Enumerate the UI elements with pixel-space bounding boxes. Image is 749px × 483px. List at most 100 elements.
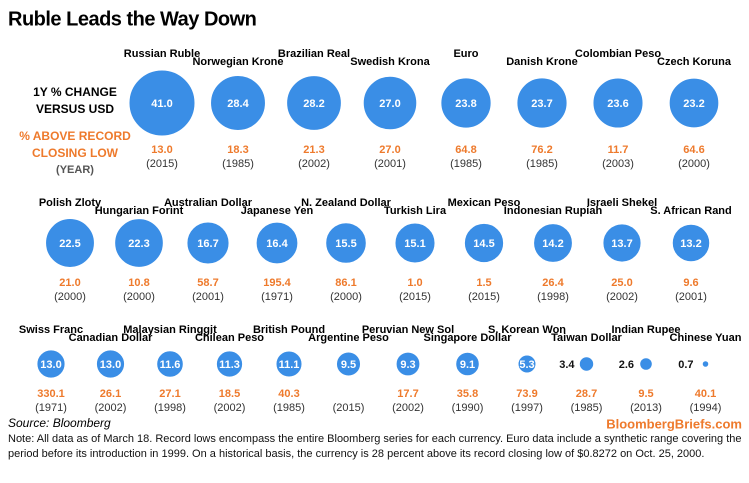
currency-name: Chinese Yuan bbox=[670, 332, 742, 344]
currency-name: S. African Rand bbox=[650, 205, 732, 217]
year-label: (2002) bbox=[298, 158, 330, 170]
bubble-label: 22.5 bbox=[59, 238, 80, 250]
year-label: (1994) bbox=[690, 402, 722, 414]
legend-size: 1Y % CHANGE VERSUS USD bbox=[33, 85, 117, 116]
bubble-label: 13.0 bbox=[40, 359, 61, 371]
bubble bbox=[701, 360, 710, 368]
record-label: 35.8 bbox=[457, 388, 478, 400]
bubble-label: 16.7 bbox=[197, 238, 218, 250]
bubble bbox=[45, 218, 95, 268]
record-label: 27.0 bbox=[379, 144, 400, 156]
year-label: (1985) bbox=[222, 158, 254, 170]
record-label: 26.4 bbox=[542, 277, 564, 289]
currency-name: Polish Zloty bbox=[39, 197, 102, 209]
year-label: (1971) bbox=[35, 402, 67, 414]
bubble bbox=[463, 222, 505, 264]
bubble-label: 0.7 bbox=[678, 359, 693, 371]
bubble-label: 15.5 bbox=[335, 238, 356, 250]
year-legend: (YEAR) bbox=[56, 164, 94, 176]
year-label: (2000) bbox=[54, 291, 86, 303]
brand: BloombergBriefs.com bbox=[606, 416, 742, 431]
year-label: (2015) bbox=[468, 291, 500, 303]
record-label: 27.1 bbox=[159, 388, 180, 400]
bubble-label: 22.3 bbox=[128, 238, 149, 250]
currency-name: Swedish Krona bbox=[350, 56, 430, 68]
note: Note: All data as of March 18. Record lo… bbox=[8, 433, 742, 460]
currency-name: British Pound bbox=[253, 324, 325, 336]
record-label: 1.5 bbox=[476, 277, 491, 289]
source: Source: Bloomberg bbox=[8, 416, 111, 430]
year-label: (2015) bbox=[146, 158, 178, 170]
record-label: 76.2 bbox=[531, 144, 552, 156]
year-label: (2000) bbox=[123, 291, 155, 303]
currency-name: Euro bbox=[453, 48, 478, 60]
year-label: (2002) bbox=[214, 402, 246, 414]
bubble-label: 28.2 bbox=[303, 98, 324, 110]
bubble-label: 9.5 bbox=[341, 359, 356, 371]
record-label: 10.8 bbox=[128, 277, 149, 289]
currency-name: Czech Koruna bbox=[657, 56, 732, 68]
record-label: 18.5 bbox=[219, 388, 240, 400]
record-label: 40.3 bbox=[278, 388, 299, 400]
currency-name: Singapore Dollar bbox=[423, 332, 512, 344]
bubble-label: 23.8 bbox=[455, 98, 476, 110]
currency-name: Peruvian New Sol bbox=[362, 324, 454, 336]
bubble-label: 9.3 bbox=[400, 359, 415, 371]
year-label: (1998) bbox=[154, 402, 186, 414]
chart-title: Ruble Leads the Way Down bbox=[8, 8, 256, 30]
year-label: (2000) bbox=[330, 291, 362, 303]
bubble bbox=[516, 77, 568, 129]
bubble bbox=[668, 77, 720, 129]
bubble-label: 2.6 bbox=[619, 359, 634, 371]
year-label: (1990) bbox=[452, 402, 484, 414]
record-label: 9.6 bbox=[683, 277, 698, 289]
record-label: 11.7 bbox=[608, 144, 629, 156]
currency-name: Argentine Peso bbox=[308, 332, 389, 344]
bubble-label: 14.2 bbox=[542, 238, 563, 250]
bubble bbox=[335, 351, 362, 377]
year-label: (2001) bbox=[374, 158, 406, 170]
currency-name: Canadian Dollar bbox=[69, 332, 153, 344]
currency-name: Turkish Lira bbox=[384, 205, 447, 217]
currency-name: Indian Rupee bbox=[611, 324, 680, 336]
currency-name: Danish Krone bbox=[506, 56, 578, 68]
bubble bbox=[602, 223, 642, 263]
year-label: (1971) bbox=[261, 291, 293, 303]
currency-name: Hungarian Forint bbox=[95, 205, 184, 217]
currency-name: Chilean Peso bbox=[195, 332, 264, 344]
record-label: 26.1 bbox=[100, 388, 121, 400]
bubble bbox=[394, 222, 436, 264]
record-label: 330.1 bbox=[37, 388, 65, 400]
bubble-label: 27.0 bbox=[379, 98, 400, 110]
record-label: 21.0 bbox=[59, 277, 80, 289]
bubble bbox=[156, 350, 184, 378]
record-label: 40.1 bbox=[695, 388, 716, 400]
bubble-label: 11.6 bbox=[160, 359, 181, 371]
bubble bbox=[455, 351, 480, 377]
record-label: 73.9 bbox=[516, 388, 537, 400]
bubble bbox=[128, 69, 196, 137]
bubble bbox=[286, 75, 342, 131]
currency-name: Taiwan Dollar bbox=[551, 332, 622, 344]
bubble bbox=[578, 356, 595, 372]
bubble-label: 5.3 bbox=[519, 359, 534, 371]
year-label: (2013) bbox=[630, 402, 662, 414]
bubble bbox=[639, 357, 653, 371]
year-label: (2002) bbox=[606, 291, 638, 303]
bubble-label: 41.0 bbox=[151, 98, 172, 110]
year-label: (2000) bbox=[678, 158, 710, 170]
year-label: (2002) bbox=[392, 402, 424, 414]
currency-name: Russian Ruble bbox=[124, 48, 200, 60]
currency-name: Japanese Yen bbox=[241, 205, 314, 217]
bubble bbox=[440, 77, 492, 129]
record-label: 13.0 bbox=[151, 144, 172, 156]
bubble bbox=[186, 221, 230, 265]
bubble-label: 9.1 bbox=[460, 359, 475, 371]
bubble-label: 23.7 bbox=[531, 98, 552, 110]
year-label: (1985) bbox=[571, 402, 603, 414]
year-label: (2001) bbox=[675, 291, 707, 303]
record-label: 21.3 bbox=[303, 144, 324, 156]
bubble bbox=[215, 350, 244, 378]
bubble-label: 13.2 bbox=[680, 238, 701, 250]
